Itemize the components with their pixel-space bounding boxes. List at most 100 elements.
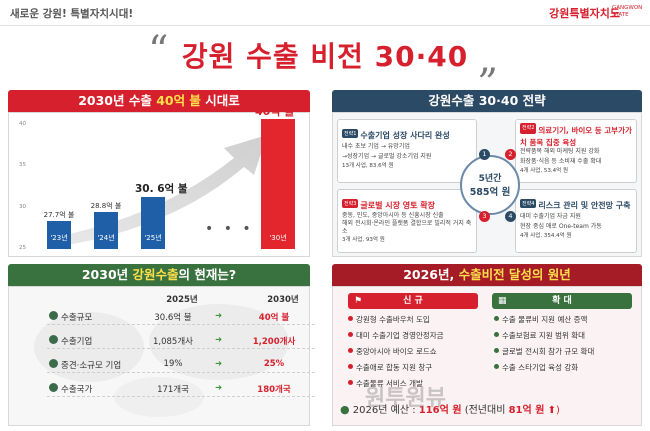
strategy-tag-2: 전략2 [520,123,537,134]
new-subheader: ⚑ 신 규 [348,293,478,309]
row-icon [49,335,58,344]
new-item-label: 대미 수출기업 경영안정자금 [356,331,444,340]
bar-category: '24년 [97,234,115,242]
vision-title-suffix: 시대로 [200,93,240,108]
arrow-icon: ➜ [215,311,223,321]
bar-3 [261,119,295,249]
new-item: 수출애로 합동 지원 창구 [348,362,432,373]
status-title-suffix: 의 현재는? [178,267,237,282]
strategy-line: 내수 초보 기업 → 유망기업 [342,143,410,150]
strategy-sub: 4개 사업, 53.4억 원 [520,168,569,174]
new-item: 대미 수출기업 경영안정자금 [348,330,444,341]
strategy-panel: 전략1 수출기업 성장 사다리 완성 내수 초보 기업 → 유망기업 →성장기업 … [332,112,642,257]
status-panel: 2025년 2030년 [8,286,310,426]
world-map-icon [34,304,289,417]
achievement-title-prefix: 2026년, [403,267,459,282]
expand-item-label: 수출 물류비 지원 예산 증액 [502,315,588,324]
strategy-tag-4: 전략4 [520,199,537,208]
bar-0 [47,220,71,249]
bar-category: '25년 [144,234,162,242]
new-item-label: 수출애로 합동 지원 창구 [356,363,433,372]
new-item: 수출물류 서비스 개발 [348,378,423,389]
strategy-sub: 13개 사업, 83.6억 원 [342,163,394,169]
row-2025-value: 30.6억 불 [154,313,192,323]
vision-panel-header: 2030년 수출 40억 불 시대로 [8,90,310,112]
strategy-line: 현장 중심 애로 One-team 가동 [520,223,602,230]
strategy-center-circle: 5년간 585억 원 [460,155,520,215]
strategy-line: 대미 수출기업 자금 지원 [520,213,581,220]
watermark: 원투원뷰 [365,386,446,411]
y-tick-label: 30 [19,203,26,210]
achievement-title-highlight: 수출비전 달성의 원년 [458,267,571,282]
arrow-icon: ➜ [215,335,223,345]
close-quote-icon: „ [478,36,499,82]
arrow-icon: ➜ [215,383,223,393]
expand-item: 수출 물류비 지원 예산 증액 [494,314,587,325]
strategy-box-2: 전략2 의료기기, 바이오 등 고부가가치 품목 집중 육성 전략품목 해외 마케… [515,119,637,183]
bullet-icon [494,348,499,353]
center-line1: 5년간 [478,174,502,184]
bullet-icon [348,316,353,321]
new-item: 중앙아시아 바이오 로드쇼 [348,346,437,357]
y-tick-label: 25 [19,245,26,251]
vision-chart: 40 35 30 25 '23년 27.7억 불 '24년 28.8억 불 '25년 30. 6억… [9,105,309,256]
row-2030-value: 1,200개사 [252,337,296,347]
row-2030-value: 180개국 [257,385,291,395]
bullet-icon [348,364,353,369]
bar-1 [94,211,118,249]
achievement-panel-header: 2026년, 수출비전 달성의 원년 [332,264,642,286]
budget-line: ● 2026년 예산 : 116억 원 (전년대비 81억 원 ⬆) [340,401,636,416]
bullet-icon [348,348,353,353]
row-icon [49,359,58,368]
center-line2: 585억 원 [469,187,511,198]
status-table-row: 수출규모 30.6억 불 ➜ 40억 불 [47,308,315,325]
bullet-icon [348,332,353,337]
expand-item: 글로벌 전시회 참가 규모 확대 [494,346,594,357]
expand-subheader: ▦ 확 대 [492,293,632,309]
strategy-line: 전략품목 해외 마케팅 지원 강화 [520,148,600,155]
new-item-label: 수출물류 서비스 개발 [356,379,423,388]
row-icon [49,383,58,392]
row-2025-value: 1,085개사 [153,337,193,347]
top-bar: 새로운 강원! 특별자치시대! 강원특별자치도 GANGWON STATE [0,0,650,26]
new-item-label: 강원형 수출바우처 도입 [356,315,430,324]
slogan: 새로운 강원! 특별자치시대! [10,8,134,20]
strategy-box-3: 전략3 글로벌 시장 영토 확장 중동, 인도, 중앙아시아 등 신흥시장 신출 … [337,189,477,253]
strategy-line: 해외 전시회·온라인 플랫폼 결합으로 빌리적 거지 축소 [342,220,472,235]
row-2025-value: 19% [163,359,183,369]
new-item: 강원형 수출바우처 도입 [348,314,430,325]
row-icon [49,311,58,320]
row-label: 수출규모 [61,313,93,323]
strategy-box-1: 전략1 수출기업 성장 사다리 완성 내수 초보 기업 → 유망기업 →성장기업 … [337,119,477,183]
budget-value: 116억 원 [418,405,462,416]
expand-item-label: 수출보험료 지원 범위 확대 [502,331,586,340]
budget-prefix: 2026년 예산 : [352,405,419,416]
bullet-icon [494,316,499,321]
bar-category: '23년 [50,234,68,242]
new-head-label: 신 규 [403,296,423,306]
bar-2 [141,196,165,249]
row-label: 수출국가 [61,385,93,395]
expand-item: 수출 스타기업 육성 강화 [494,362,578,373]
strategy-sub: 3개 사업, 93억 원 [342,237,385,243]
open-quote-icon: “ [148,28,169,74]
strategy-num-4: 4 [505,211,516,222]
budget-change: 81억 원 [508,405,545,416]
vision-title-highlight: 40억 불 [156,93,201,108]
expand-item: 수출보험료 지원 범위 확대 [494,330,585,341]
status-title-prefix: 2030년 [81,267,133,282]
strategy-line: →성장기업 → 글로벌 강소기업 지원 [342,153,432,160]
status-title-highlight: 강원수출 [132,267,179,282]
strategy-tag-3: 전략3 [342,199,359,208]
row-label: 수출기업 [61,337,93,347]
budget-mid: (전년대비 [461,405,509,416]
chart-ellipsis: • • • [205,221,254,237]
vision-panel: 40 35 30 25 '23년 27.7억 불 '24년 28.8억 불 '25년 30. 6억… [8,105,310,257]
strategy-title-3: 글로벌 시장 영토 확장 [360,201,435,210]
bar-category: '30년 [269,234,287,242]
y-tick-label: 40 [19,121,26,127]
bullet-icon [494,332,499,337]
strategy-title-1: 수출기업 성장 사다리 완성 [360,131,450,140]
building-icon: ▦ [498,296,507,306]
title-row: “ 강원 수출 비전 30·40 „ [0,28,650,82]
